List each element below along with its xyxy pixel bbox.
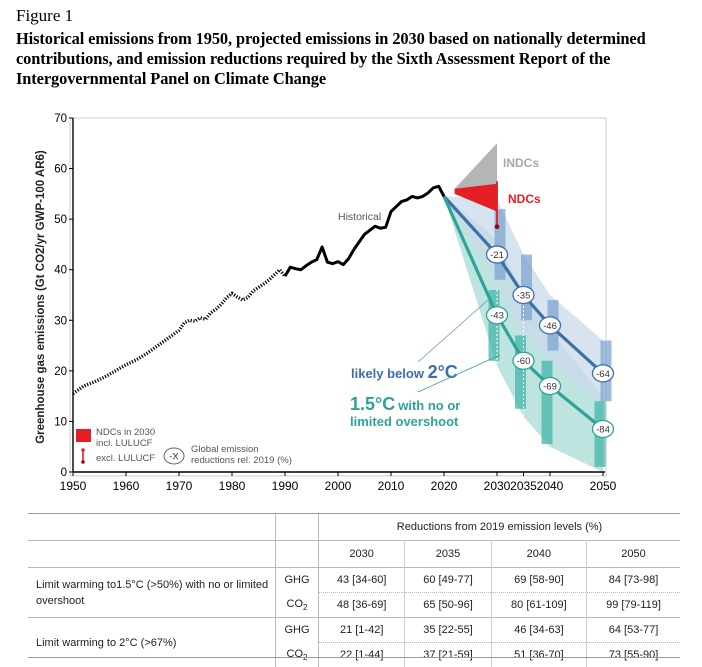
table-cell: 37 [21-59] [405,643,491,667]
reduction-marker-label: -46 [543,321,557,332]
table-cell: 60 [49-77] [405,568,491,593]
table-bottom-rule [28,657,680,658]
x-tick-label: 2000 [325,479,352,493]
onefive-suffix: with no or [397,398,460,413]
table-cell: 64 [53-77] [587,618,680,643]
legend-ndc-box-label-1: NDCs in 2030 [96,427,155,438]
onefive-value: 1.5°C [350,394,395,414]
x-tick-label: 1970 [166,479,193,493]
table-cell: 21 [1-42] [319,618,405,643]
table-header: Reductions from 2019 emission levels (%) [319,514,681,541]
y-axis-label: Greenhouse gas emissions (Gt CO2/yr GWP-… [35,150,47,444]
reductions-table: Reductions from 2019 emission levels (%)… [28,514,680,667]
two-prefix: likely below [351,366,428,381]
table-cell: 35 [22-55] [405,618,491,643]
table-cell: 80 [61-109] [491,593,586,618]
y-tick-label: 10 [54,416,67,428]
reduction-marker-label: -43 [490,311,504,322]
historical-label: Historical [338,211,381,223]
y-tick-label: 30 [54,315,67,327]
table-header-row: Reductions from 2019 emission levels (%) [28,514,680,541]
reduction-marker-label: -84 [596,425,610,436]
x-tick-label: 2010 [378,479,405,493]
gas-label: CO2 [276,593,319,618]
year-header: 2030 [319,541,405,568]
table-cell: 73 [55-90] [587,643,680,667]
y-tick-label: 20 [54,366,67,378]
gas-label: GHG [276,618,319,643]
x-tick-label: 1960 [113,479,140,493]
table-cell: 65 [50-96] [405,593,491,618]
x-tick-label: 2030 [484,479,511,493]
table-cell: 48 [36-69] [319,593,405,618]
table-cell: 22 [1-44] [319,643,405,667]
reduction-marker-label: -35 [517,291,531,302]
x-tick-label: 2050 [590,479,617,493]
x-tick-label: 2020 [431,479,458,493]
y-tick-label: 70 [54,113,67,125]
onefive-label-line2: limited overshoot [350,414,459,429]
reduction-marker-label: -21 [490,250,504,261]
two-value: 2°C [428,362,458,382]
y-tick-label: 60 [54,164,67,176]
table-row: Limit warming to1.5°C (>50%) with no or … [28,568,680,593]
y-tick-label: 0 [61,467,67,479]
table-year-row: 2030 2035 2040 2050 [28,541,680,568]
table-cell: 46 [34-63] [491,618,586,643]
gas-label: CO2 [276,643,319,667]
x-tick-label: 2035 [510,479,537,493]
legend-ndc-box-label-2: incl. LULUCF [96,438,153,449]
gas-label: GHG [276,568,319,593]
x-tick-label: 2040 [537,479,564,493]
row-label: Limit warming to1.5°C (>50%) with no or … [28,568,276,618]
table-cell: 43 [34-60] [319,568,405,593]
x-tick-label: 1980 [219,479,246,493]
reduction-marker-label: -64 [596,369,610,380]
year-header: 2035 [405,541,491,568]
table-cell: 84 [73-98] [587,568,680,593]
x-tick-label: 1990 [272,479,299,493]
y-tick-label: 50 [54,214,67,226]
table-row: Limit warming to 2°C (>67%) GHG 21 [1-42… [28,618,680,643]
range-bar [542,361,553,444]
ndc-range-dot [495,224,500,229]
year-header: 2050 [587,541,680,568]
ndcs-label: NDCs [508,192,541,206]
table-cell: 51 [36-70] [491,643,586,667]
legend-ndc-box [76,429,91,442]
legend-reduction-symbol: -X [169,452,179,463]
reduction-marker-label: -60 [517,356,531,367]
year-header: 2040 [491,541,586,568]
indcs-label: INDCs [503,156,539,170]
table-cell: 99 [79-119] [587,593,680,618]
legend-reduction-label-2: reductions rel. 2019 (%) [191,455,292,466]
x-tick-label: 1950 [60,479,87,493]
legend-ndc-bar-label: excl. LULUCF [96,453,155,464]
reduction-marker-label: -69 [543,382,557,393]
table-cell: 69 [58-90] [491,568,586,593]
legend-ndc-bar-dot [81,460,85,464]
legend-ndc-bar-cap [81,448,85,452]
y-tick-label: 40 [54,265,67,277]
legend-reduction-label-1: Global emission [191,444,259,455]
